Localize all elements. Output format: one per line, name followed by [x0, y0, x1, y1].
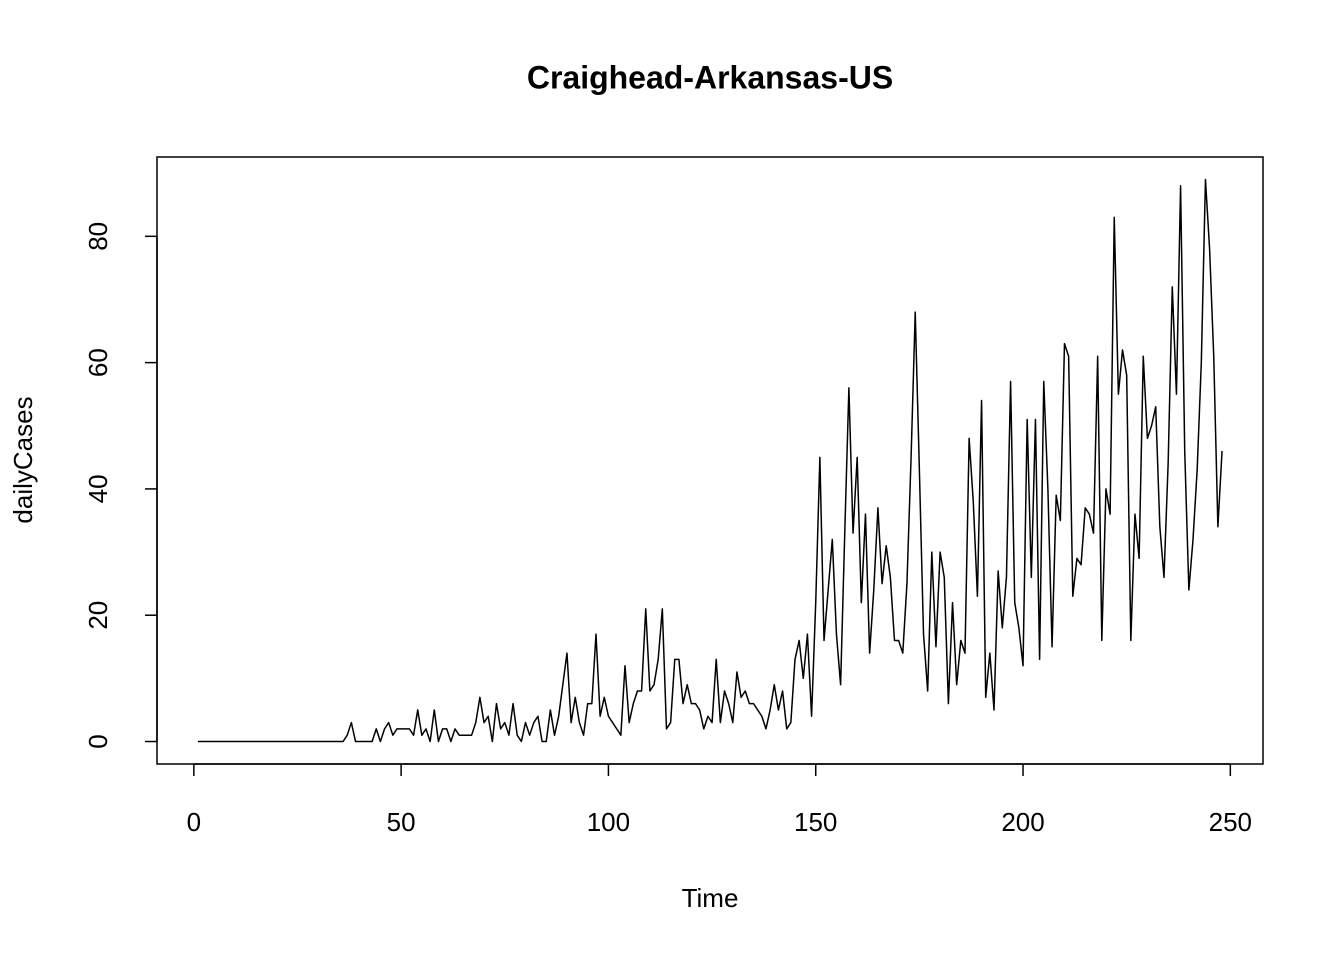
- x-axis-label: Time: [682, 883, 739, 913]
- y-tick-label: 80: [83, 222, 113, 251]
- x-tick-label: 200: [1001, 807, 1044, 837]
- chart-title: Craighead-Arkansas-US: [527, 59, 893, 95]
- plot-box: [156, 156, 1264, 765]
- y-tick-label: 60: [83, 348, 113, 377]
- y-axis-label: dailyCases: [8, 396, 38, 523]
- x-tick-label: 50: [387, 807, 416, 837]
- x-tick-label: 150: [794, 807, 837, 837]
- x-tick-label: 250: [1209, 807, 1252, 837]
- x-tick-label: 0: [187, 807, 201, 837]
- y-tick-label: 0: [83, 734, 113, 748]
- data-line: [197, 178, 1223, 743]
- y-tick-label: 40: [83, 474, 113, 503]
- y-tick-label: 20: [83, 601, 113, 630]
- x-tick-label: 100: [587, 807, 630, 837]
